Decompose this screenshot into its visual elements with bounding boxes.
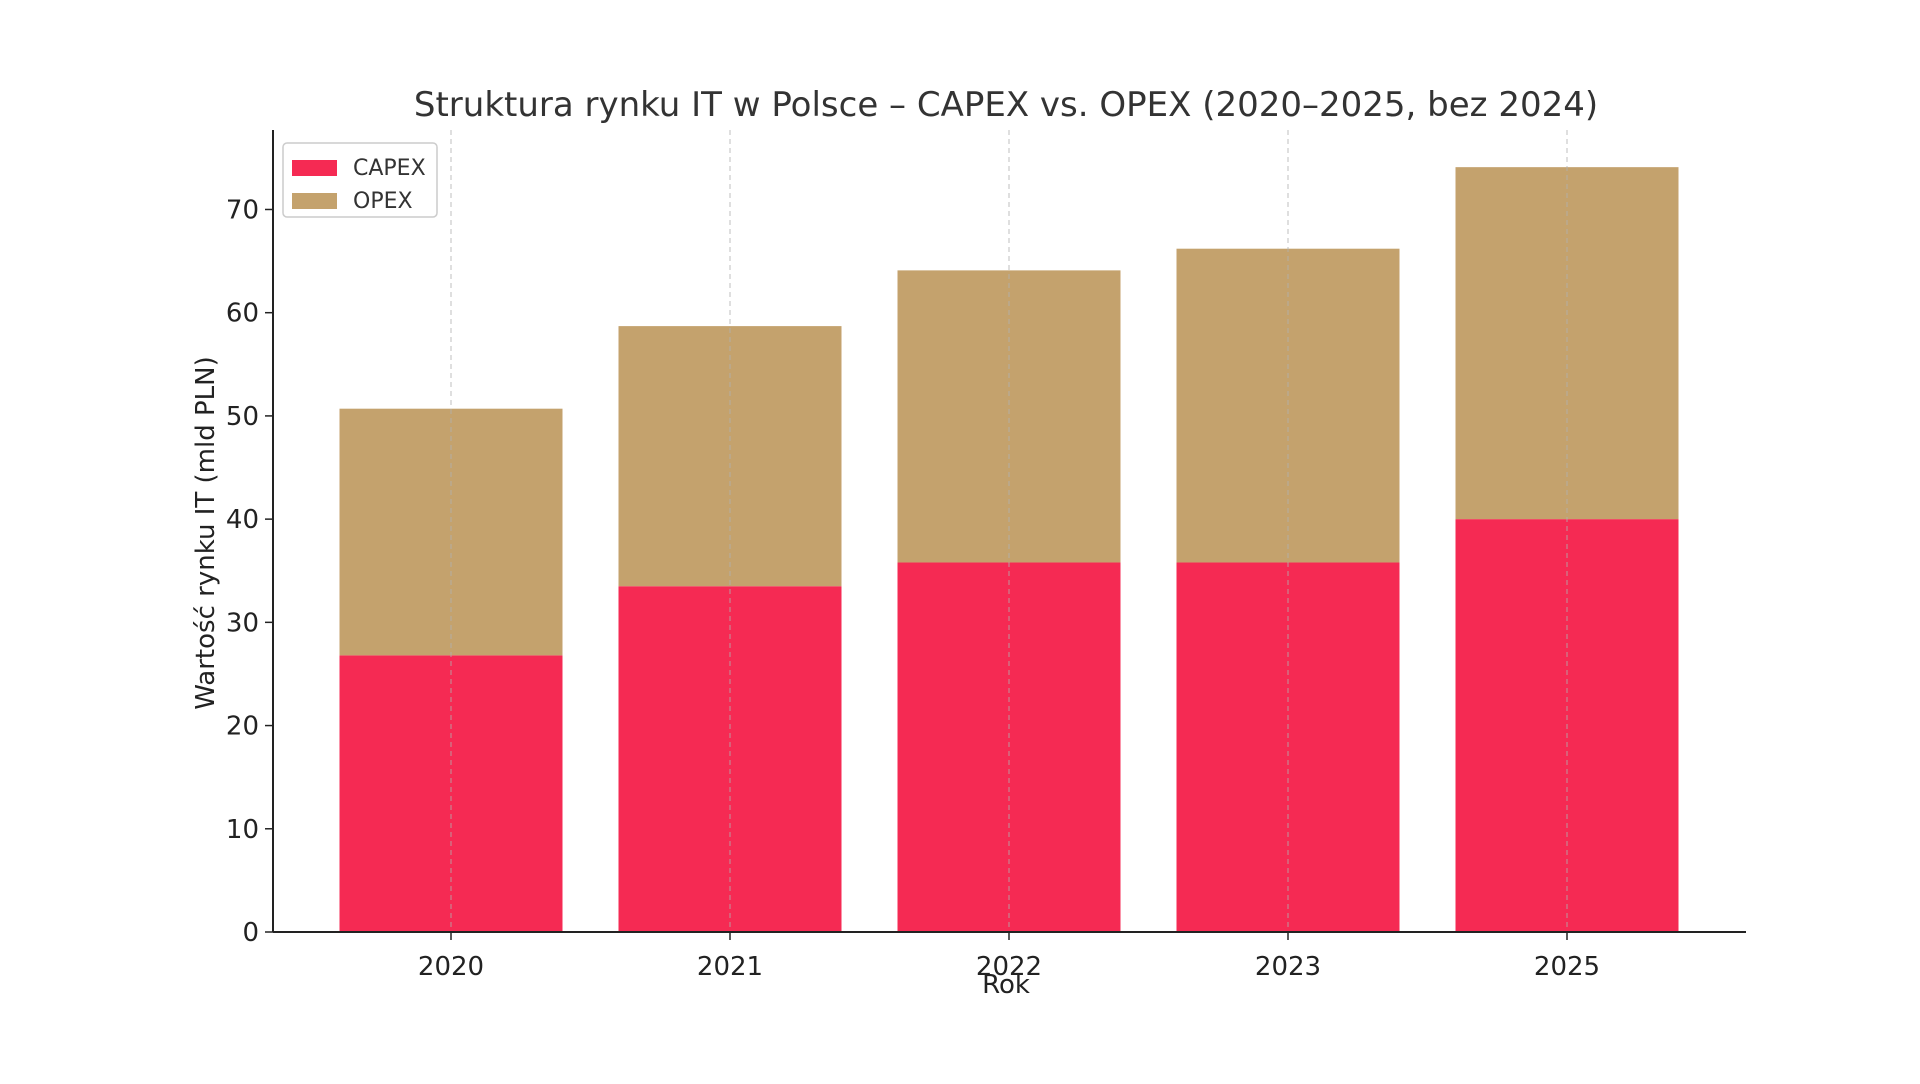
- y-tick-label: 10: [226, 815, 259, 845]
- bar-opex-2025: [1455, 167, 1679, 520]
- y-tick-label: 0: [242, 918, 259, 948]
- grid-front-layer: [450, 130, 1568, 932]
- legend: CAPEX OPEX: [282, 142, 438, 218]
- y-tick-label: 40: [226, 505, 259, 535]
- x-tick-label: 2022: [976, 952, 1042, 982]
- y-tick-label: 60: [226, 299, 259, 329]
- x-tick-label: 2020: [418, 952, 484, 982]
- x-tick-label: 2025: [1534, 952, 1600, 982]
- chart-title: Struktura rynku IT w Polsce – CAPEX vs. …: [414, 85, 1598, 125]
- y-tick-label: 30: [226, 608, 259, 638]
- y-axis-label: Wartość rynku IT (mld PLN): [191, 356, 221, 709]
- ticks-layer: 0 10 20 30 40 50 60 70 2020 2021 2022 2023 2025: [226, 195, 1600, 982]
- x-tick-label: 2023: [1255, 952, 1321, 982]
- legend-label-capex: CAPEX: [353, 156, 426, 181]
- y-tick-label: 20: [226, 712, 259, 742]
- legend-swatch-capex: [292, 160, 337, 176]
- x-axis-label: Rok: [982, 970, 1030, 1000]
- y-tick-label: 70: [226, 195, 259, 225]
- y-tick-label: 50: [226, 402, 259, 432]
- legend-swatch-opex: [292, 193, 337, 209]
- legend-label-opex: OPEX: [353, 189, 413, 214]
- x-tick-label: 2021: [697, 952, 763, 982]
